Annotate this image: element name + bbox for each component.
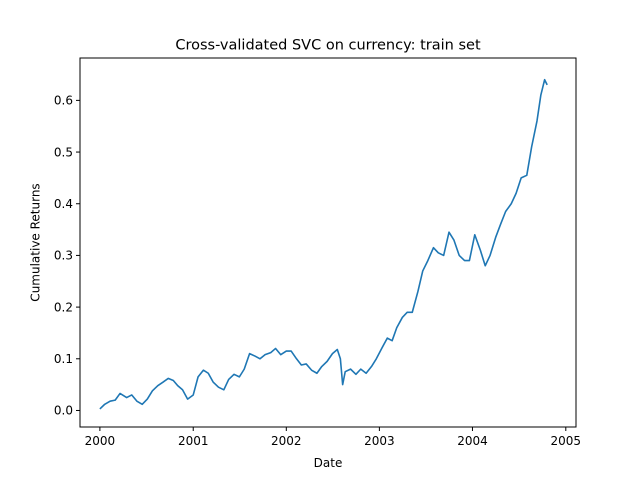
x-axis-label: Date bbox=[314, 456, 343, 470]
plot-area bbox=[99, 78, 548, 410]
x-tick-label: 2005 bbox=[551, 434, 582, 448]
x-tick-label: 2004 bbox=[457, 434, 488, 448]
y-tick-label: 0.4 bbox=[54, 197, 73, 211]
y-axis-label: Cumulative Returns bbox=[29, 183, 43, 301]
plot-frame bbox=[79, 57, 577, 428]
y-axis: 0.0 0.1 0.2 0.3 0.4 0.5 0.6 bbox=[54, 94, 80, 418]
x-tick-label: 2001 bbox=[178, 434, 209, 448]
y-tick-label: 0.6 bbox=[54, 94, 73, 108]
y-tick-label: 0.0 bbox=[54, 404, 73, 418]
chart-title: Cross-validated SVC on currency: train s… bbox=[175, 38, 481, 54]
series-line-0 bbox=[99, 78, 548, 410]
x-axis: 2000 2001 2002 2003 2004 2005 bbox=[85, 427, 581, 448]
y-tick-label: 0.2 bbox=[54, 300, 73, 314]
x-tick-label: 2003 bbox=[364, 434, 395, 448]
x-tick-label: 2002 bbox=[271, 434, 302, 448]
y-tick-label: 0.3 bbox=[54, 249, 73, 263]
y-tick-label: 0.5 bbox=[54, 145, 73, 159]
y-tick-label: 0.1 bbox=[54, 352, 73, 366]
x-tick-label: 2000 bbox=[85, 434, 116, 448]
